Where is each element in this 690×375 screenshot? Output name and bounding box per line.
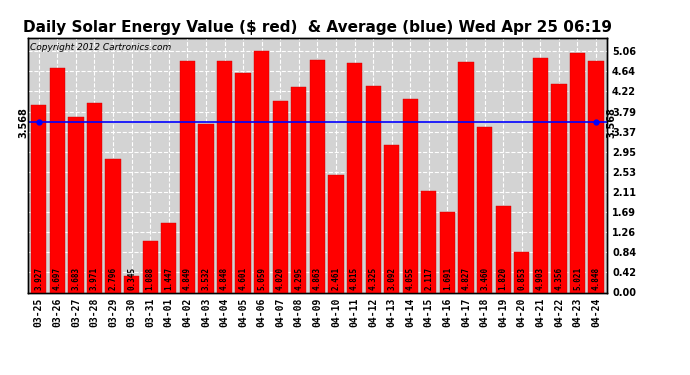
Text: 3.927: 3.927	[34, 267, 43, 290]
Text: 1.447: 1.447	[164, 267, 173, 290]
Text: 2.796: 2.796	[108, 267, 117, 290]
Text: 3.568: 3.568	[19, 106, 28, 138]
Bar	[403, 99, 418, 292]
Bar	[124, 276, 139, 292]
Bar	[87, 103, 102, 292]
Bar	[421, 191, 437, 292]
Text: 4.356: 4.356	[554, 267, 564, 290]
Text: 3.971: 3.971	[90, 267, 99, 290]
Text: 3.568: 3.568	[607, 106, 616, 138]
Text: 3.092: 3.092	[387, 267, 396, 290]
Bar	[477, 127, 492, 292]
Text: 0.345: 0.345	[127, 267, 136, 290]
Bar	[384, 145, 400, 292]
Bar	[589, 61, 604, 292]
Bar	[347, 63, 362, 292]
Bar	[291, 87, 306, 292]
Bar	[31, 105, 46, 292]
Text: 3.532: 3.532	[201, 267, 210, 290]
Bar	[106, 159, 121, 292]
Text: 4.697: 4.697	[53, 267, 62, 290]
Bar	[143, 240, 158, 292]
Text: 4.295: 4.295	[295, 267, 304, 290]
Text: 4.863: 4.863	[313, 267, 322, 290]
Text: 5.021: 5.021	[573, 267, 582, 290]
Text: 1.088: 1.088	[146, 267, 155, 290]
Bar	[328, 175, 344, 292]
Text: 2.117: 2.117	[424, 267, 433, 290]
Bar	[366, 86, 381, 292]
Bar	[68, 117, 83, 292]
Text: 4.903: 4.903	[536, 267, 545, 290]
Title: Daily Solar Energy Value ($ red)  & Average (blue) Wed Apr 25 06:19: Daily Solar Energy Value ($ red) & Avera…	[23, 20, 612, 35]
Bar	[495, 206, 511, 292]
Text: 4.827: 4.827	[462, 267, 471, 290]
Text: 1.691: 1.691	[443, 267, 452, 290]
Bar	[235, 73, 250, 292]
Text: 4.848: 4.848	[591, 267, 600, 290]
Bar	[198, 124, 214, 292]
Text: 3.683: 3.683	[71, 267, 81, 290]
Bar	[440, 212, 455, 292]
Bar	[254, 51, 269, 292]
Bar	[551, 84, 566, 292]
Bar	[458, 62, 473, 292]
Bar	[273, 100, 288, 292]
Text: 4.325: 4.325	[368, 267, 377, 290]
Bar	[179, 61, 195, 292]
Bar	[570, 53, 585, 292]
Text: 1.820: 1.820	[499, 267, 508, 290]
Bar	[533, 58, 548, 292]
Bar	[310, 60, 325, 292]
Text: 4.815: 4.815	[350, 267, 359, 290]
Bar	[217, 61, 232, 292]
Text: 3.460: 3.460	[480, 267, 489, 290]
Text: Copyright 2012 Cartronics.com: Copyright 2012 Cartronics.com	[30, 43, 172, 52]
Text: 4.601: 4.601	[239, 267, 248, 290]
Text: 5.059: 5.059	[257, 267, 266, 290]
Text: 4.020: 4.020	[276, 267, 285, 290]
Text: 4.848: 4.848	[220, 267, 229, 290]
Text: 2.461: 2.461	[331, 267, 340, 290]
Bar	[161, 224, 177, 292]
Text: 4.849: 4.849	[183, 267, 192, 290]
Bar	[514, 252, 529, 292]
Text: 4.055: 4.055	[406, 267, 415, 290]
Text: 0.853: 0.853	[518, 267, 526, 290]
Bar	[50, 68, 65, 292]
